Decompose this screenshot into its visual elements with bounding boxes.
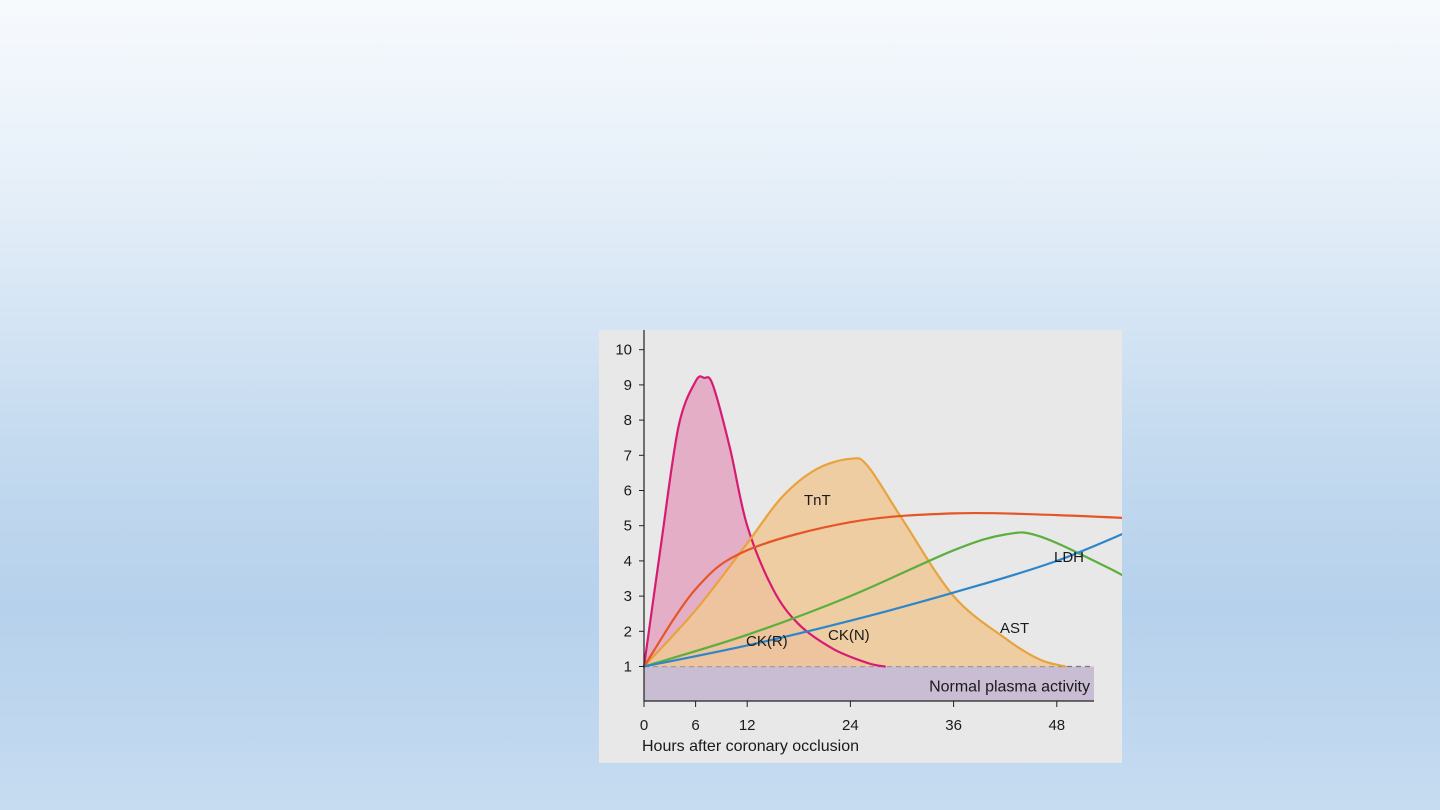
y-tick-label: 3 xyxy=(624,588,632,605)
x-axis-title: Hours after coronary occlusion xyxy=(642,738,859,755)
x-tick-label: 6 xyxy=(691,717,699,734)
y-tick-label: 2 xyxy=(624,623,632,640)
chart-panel: Normal plasma activity 1 2 3 4 5 6 7 8 9 10 0 6 12 24… xyxy=(599,330,1122,763)
series-fill-ck-n xyxy=(644,458,1066,667)
y-tick-label: 1 xyxy=(624,659,632,676)
series-fill-ck-r xyxy=(644,376,885,667)
series-label-ck-n: CK(N) xyxy=(828,627,870,644)
y-tick-label: 7 xyxy=(624,447,632,464)
series-label-ast: AST xyxy=(1000,620,1029,637)
series-line-ck-r xyxy=(642,375,886,668)
y-tick-label: 6 xyxy=(624,483,632,500)
series-label-ldh: LDH xyxy=(1054,549,1084,566)
y-tick-label: 5 xyxy=(624,518,632,535)
x-tick-label: 36 xyxy=(945,717,962,734)
series-line-ck-n xyxy=(642,457,1067,668)
y-tick-label: 8 xyxy=(624,412,632,429)
series-line-ldh xyxy=(642,533,1122,668)
x-tick-label: 12 xyxy=(739,717,756,734)
x-tick-label: 24 xyxy=(842,717,859,734)
series-label-ck-r: CK(R) xyxy=(746,633,788,650)
series-line-tnt xyxy=(642,511,1122,668)
x-tick-label: 48 xyxy=(1048,717,1065,734)
normal-plasma-label: Normal plasma activity xyxy=(929,679,1090,696)
y-tick-label: 9 xyxy=(624,377,632,394)
series-label-tnt: TnT xyxy=(804,492,831,509)
normal-plasma-band xyxy=(644,666,1094,701)
x-tick-label: 0 xyxy=(640,717,648,734)
series-line-ast xyxy=(642,531,1122,668)
y-tick-label: 10 xyxy=(615,342,632,359)
y-tick-label: 4 xyxy=(624,553,632,570)
